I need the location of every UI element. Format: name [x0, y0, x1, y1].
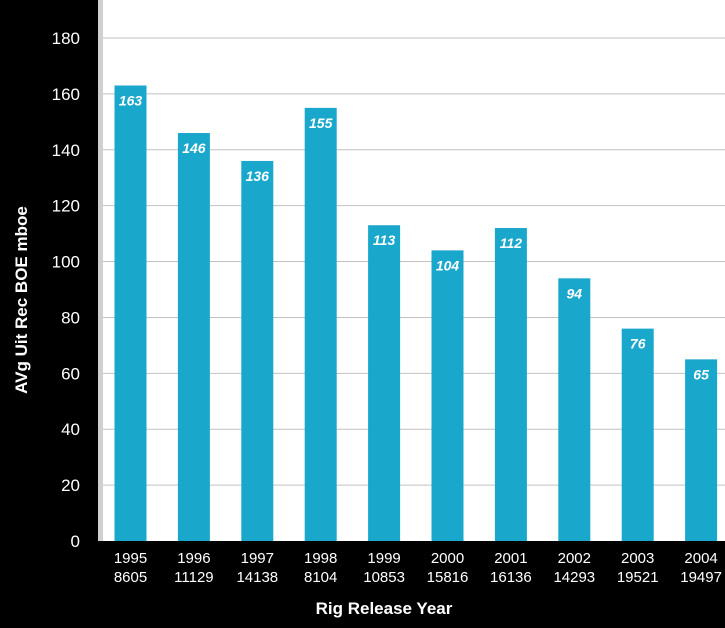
bar-1997 [241, 160, 274, 541]
y-tick-label: 180 [52, 29, 80, 48]
bar-value-label: 146 [182, 140, 206, 156]
x-tick-count: 11129 [174, 569, 214, 586]
x-tick-year: 1999 [367, 550, 400, 567]
x-tick-count: 10853 [363, 569, 405, 586]
x-tick-year: 1997 [241, 550, 274, 567]
bar-value-label: 76 [630, 336, 646, 352]
bar-value-label: 94 [567, 285, 583, 301]
bar-value-label: 136 [246, 168, 270, 184]
x-tick-year: 1996 [177, 550, 210, 567]
x-tick-year: 2000 [431, 550, 464, 567]
y-tick-label: 40 [61, 420, 80, 439]
bar-2003 [621, 328, 654, 541]
bar-value-label: 155 [309, 115, 333, 131]
bar-1995 [114, 85, 147, 541]
y-tick-label: 100 [52, 253, 80, 272]
bar-value-label: 65 [693, 366, 709, 382]
bar-1998 [304, 107, 337, 541]
y-axis-title: AVg Uit Rec BOE mboe [12, 206, 31, 394]
y-tick-label: 60 [61, 364, 80, 383]
x-tick-year: 2003 [621, 550, 654, 567]
x-tick-count: 16136 [490, 569, 532, 586]
x-tick-labels: 1995 8605 1996 11129 1997 14138 1998 8104 1999 10… [114, 550, 722, 586]
bar-value-label: 104 [436, 257, 460, 273]
x-tick-year: 2004 [684, 550, 717, 567]
bar-2000 [431, 250, 464, 541]
bar-1999 [368, 225, 401, 541]
x-tick-count: 8104 [304, 569, 337, 586]
bar-value-label: 163 [119, 93, 143, 109]
bars: 163 146 136 155 113 104 112 94 76 65 [114, 85, 718, 541]
y-tick-label: 0 [71, 532, 80, 551]
x-tick-count: 14293 [553, 569, 595, 586]
bar-2004 [685, 359, 718, 541]
bar-value-label: 113 [373, 232, 396, 248]
x-tick-year: 2002 [558, 550, 591, 567]
bar-2002 [558, 278, 591, 541]
y-axis-line [98, 0, 103, 541]
y-tick-label: 160 [52, 85, 80, 104]
x-tick-count: 15816 [427, 569, 469, 586]
y-tick-label: 20 [61, 476, 80, 495]
x-tick-count: 19497 [680, 569, 722, 586]
bar-value-label: 112 [500, 235, 523, 251]
y-tick-labels: 0 20 40 60 80 100 120 140 160 180 [52, 29, 80, 551]
x-tick-year: 1995 [114, 550, 147, 567]
x-tick-count: 14138 [236, 569, 278, 586]
x-tick-count: 19521 [617, 569, 659, 586]
x-axis-title: Rig Release Year [316, 599, 453, 618]
x-tick-count: 8605 [114, 569, 147, 586]
bar-2001 [494, 228, 527, 541]
y-tick-label: 120 [52, 197, 80, 216]
bar-1996 [177, 133, 210, 541]
x-tick-year: 2001 [494, 550, 527, 567]
y-tick-label: 80 [61, 308, 80, 327]
x-tick-year: 1998 [304, 550, 337, 567]
y-tick-label: 140 [52, 141, 80, 160]
